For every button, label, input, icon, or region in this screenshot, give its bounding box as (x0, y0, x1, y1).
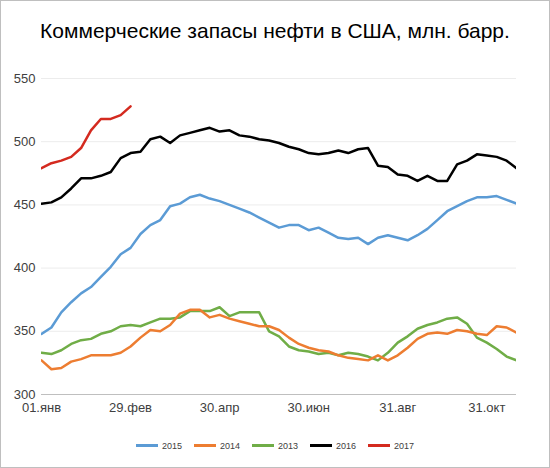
svg-text:30.апр: 30.апр (200, 400, 240, 415)
svg-text:300: 300 (13, 386, 36, 402)
svg-text:31.окт: 31.окт (468, 400, 505, 415)
html-text:2015: 2015 (161, 440, 182, 451)
svg-text:550: 550 (14, 71, 36, 86)
svg-text:500: 500 (14, 134, 36, 149)
svg-text:450: 450 (14, 197, 36, 212)
svg-text:350: 350 (14, 323, 36, 338)
svg-text:31.авг: 31.авг (379, 400, 416, 415)
svg-text:29.фев: 29.фев (109, 400, 152, 415)
html-text:2014: 2014 (220, 440, 240, 451)
svg-text:01.янв: 01.янв (22, 400, 61, 415)
svg-text:30.июн: 30.июн (288, 400, 330, 415)
html-text:2016: 2016 (336, 440, 356, 451)
html-text:2017: 2017 (394, 440, 415, 451)
html-text:Коммерческие запасы нефти в СШ: Коммерческие запасы нефти в США, млн. ба… (40, 19, 510, 42)
html-text:2013: 2013 (278, 440, 298, 451)
svg-text:400: 400 (14, 260, 36, 275)
